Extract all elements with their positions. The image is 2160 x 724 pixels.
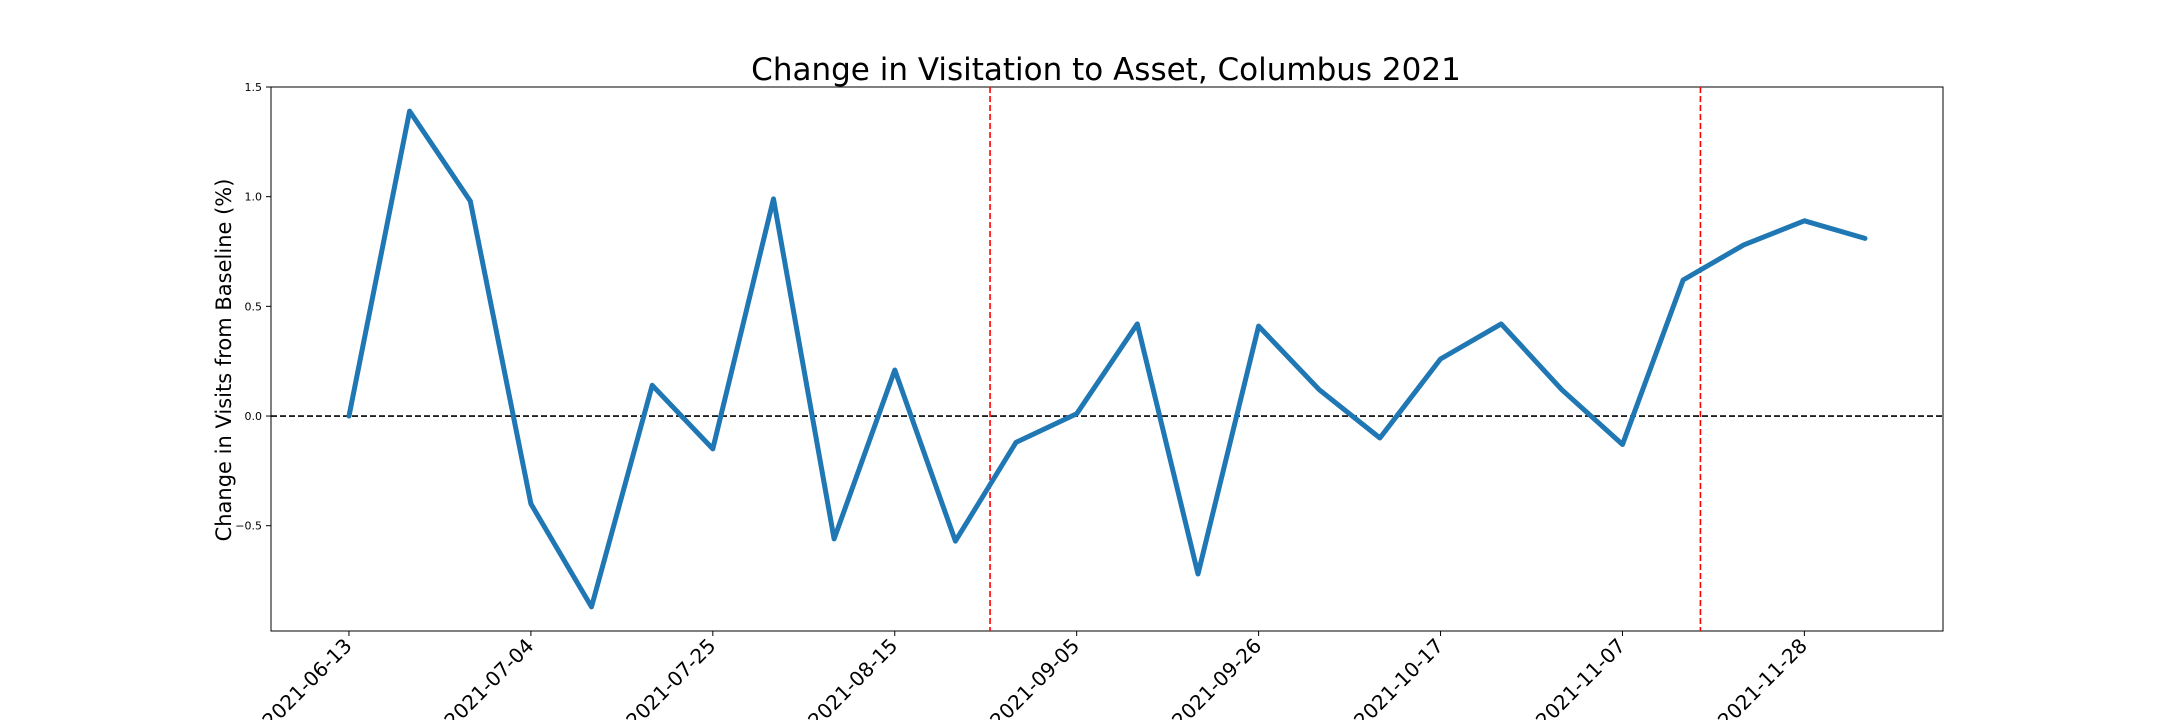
data-point xyxy=(712,448,714,450)
data-point xyxy=(1621,444,1623,446)
data-point xyxy=(1258,325,1260,327)
data-point xyxy=(1015,441,1017,443)
data-point xyxy=(833,538,835,540)
data-point xyxy=(1136,323,1138,325)
x-tick-label: 2021-06-13 xyxy=(257,634,356,720)
chart-title: Change in Visitation to Asset, Columbus … xyxy=(751,52,1461,88)
data-point xyxy=(1440,358,1442,360)
x-tick-label: 2021-07-25 xyxy=(621,634,720,720)
data-point xyxy=(954,540,956,542)
data-point xyxy=(1803,220,1805,222)
data-point xyxy=(1743,244,1745,246)
series-line xyxy=(346,108,1868,610)
data-point xyxy=(591,606,593,608)
y-axis-label: Change in Visits from Baseline (%) xyxy=(212,179,236,542)
x-tick-label: 2021-11-07 xyxy=(1531,634,1630,720)
x-tick-label: 2021-08-15 xyxy=(803,634,902,720)
x-tick-label: 2021-09-26 xyxy=(1167,634,1266,720)
data-point xyxy=(530,503,532,505)
y-tick-label: 1.5 xyxy=(245,81,263,94)
data-point xyxy=(1197,573,1199,575)
data-point xyxy=(894,369,896,371)
data-point xyxy=(1076,413,1078,415)
data-point xyxy=(348,415,350,417)
y-tick-label: 0.5 xyxy=(245,300,263,313)
x-tick-label: 2021-10-17 xyxy=(1349,634,1448,720)
data-point xyxy=(409,110,411,112)
x-tick-label: 2021-11-28 xyxy=(1713,634,1812,720)
data-point xyxy=(651,384,653,386)
data-point xyxy=(469,200,471,202)
data-point xyxy=(1682,279,1684,281)
plot-area: −0.5 0.0 0.5 1.0 1.5 2021-06-13 2021-07-04 2021… xyxy=(235,81,1944,724)
data-point xyxy=(1500,323,1502,325)
data-point xyxy=(1561,389,1563,391)
plot-frame xyxy=(270,86,1944,632)
data-point xyxy=(1864,237,1866,239)
x-tick-label: 2021-09-05 xyxy=(985,634,1084,720)
data-point xyxy=(1379,437,1381,439)
y-tick-label: −0.5 xyxy=(235,520,262,533)
y-tick-label: 1.0 xyxy=(245,191,263,204)
y-tick-label: 0.0 xyxy=(245,410,263,423)
data-point xyxy=(1318,389,1320,391)
x-tick-label: 2021-07-04 xyxy=(439,634,538,720)
data-point xyxy=(772,198,774,200)
